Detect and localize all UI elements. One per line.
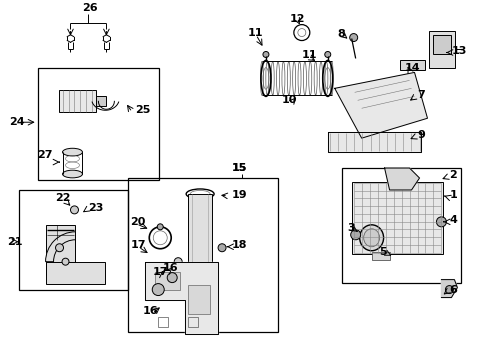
Text: 16: 16 (162, 263, 178, 273)
Text: 16: 16 (142, 306, 158, 316)
Polygon shape (384, 168, 419, 190)
Ellipse shape (359, 225, 383, 251)
Circle shape (324, 51, 330, 58)
Text: 3: 3 (347, 223, 355, 233)
Bar (428, 31, 454, 68)
Text: 19: 19 (232, 190, 247, 200)
Bar (188, 285, 210, 315)
Text: 17: 17 (130, 240, 145, 250)
Circle shape (56, 244, 63, 252)
Bar (19, 190, 128, 289)
Bar (188, 194, 212, 262)
Wedge shape (45, 232, 75, 262)
Bar (96, 96, 106, 106)
Text: 25: 25 (135, 105, 150, 115)
Bar (351, 182, 443, 254)
Bar (45, 225, 75, 275)
Bar (432, 35, 450, 54)
Bar (45, 262, 105, 284)
Text: 13: 13 (450, 45, 466, 55)
Circle shape (218, 244, 225, 252)
Text: 21: 21 (7, 237, 22, 247)
Text: 17: 17 (152, 267, 167, 276)
Circle shape (157, 224, 163, 230)
Bar (188, 318, 198, 328)
Text: 26: 26 (82, 3, 98, 13)
Ellipse shape (62, 148, 82, 156)
Circle shape (350, 230, 360, 240)
Polygon shape (334, 72, 427, 138)
Text: 15: 15 (232, 163, 247, 173)
Circle shape (62, 258, 69, 265)
Text: 18: 18 (232, 240, 247, 250)
Text: 1: 1 (448, 190, 456, 200)
Text: 24: 24 (9, 117, 24, 127)
Text: 6: 6 (448, 284, 456, 294)
Ellipse shape (363, 229, 379, 247)
Bar (155, 272, 180, 289)
Text: 11: 11 (247, 28, 263, 37)
Text: 12: 12 (289, 14, 305, 24)
Polygon shape (327, 132, 421, 152)
Text: 9: 9 (417, 130, 425, 140)
Text: 14: 14 (404, 63, 419, 73)
Text: 10: 10 (281, 95, 297, 105)
Text: 20: 20 (130, 217, 145, 227)
Circle shape (174, 258, 182, 266)
Circle shape (349, 33, 357, 41)
Bar (128, 178, 277, 332)
Text: 4: 4 (448, 215, 456, 225)
Circle shape (167, 273, 177, 283)
Bar (59, 90, 96, 112)
Ellipse shape (62, 170, 82, 178)
Text: 22: 22 (56, 193, 71, 203)
Bar (38, 68, 159, 180)
Text: 23: 23 (88, 203, 103, 213)
Bar (399, 60, 425, 71)
Text: 7: 7 (417, 90, 425, 100)
Circle shape (445, 285, 452, 293)
Circle shape (263, 51, 268, 58)
Bar (341, 168, 461, 283)
Text: 5: 5 (379, 247, 386, 257)
Text: 11: 11 (301, 50, 317, 60)
Text: 8: 8 (337, 28, 345, 39)
Text: 27: 27 (38, 150, 53, 160)
Circle shape (152, 284, 164, 296)
Circle shape (70, 206, 78, 214)
Bar (371, 252, 389, 260)
Bar (158, 318, 168, 328)
Circle shape (436, 217, 446, 227)
Polygon shape (441, 280, 456, 298)
Polygon shape (145, 262, 218, 334)
Text: 2: 2 (448, 170, 456, 180)
Text: 15: 15 (232, 163, 247, 173)
